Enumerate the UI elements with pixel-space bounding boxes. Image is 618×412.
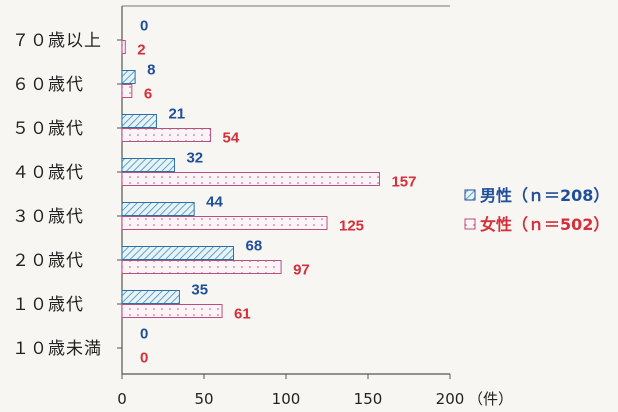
legend-swatch-female xyxy=(464,218,476,230)
category-label: ４０歳代 xyxy=(12,163,84,183)
data-label-male: 8 xyxy=(147,62,155,79)
legend-swatch-male xyxy=(464,189,476,201)
category-label: ５０歳代 xyxy=(12,119,84,139)
bar-female xyxy=(121,128,212,142)
x-tick-label: 200 xyxy=(436,390,465,408)
legend-label-male: 男性（ｎ＝208） xyxy=(480,186,609,205)
data-label-female: 6 xyxy=(144,86,152,103)
data-label-male: 68 xyxy=(246,238,263,255)
bar-male xyxy=(121,158,175,172)
data-label-female: 97 xyxy=(293,262,310,279)
data-label-male: 44 xyxy=(206,194,223,211)
x-tick-label: 50 xyxy=(194,390,213,408)
bar-male xyxy=(121,114,157,128)
x-unit-label: （件） xyxy=(468,390,513,408)
bar-female xyxy=(121,172,380,186)
bar-male xyxy=(121,202,195,216)
data-label-female: 157 xyxy=(391,174,416,191)
bar-layer xyxy=(121,40,380,318)
x-tick-label: 100 xyxy=(272,390,301,408)
bar-female xyxy=(121,216,328,230)
data-label-male: 21 xyxy=(168,106,185,123)
bar-female xyxy=(121,84,133,98)
bar-female xyxy=(121,40,126,54)
bar-male xyxy=(121,246,235,260)
category-label: １０歳代 xyxy=(12,295,84,315)
category-label: ２０歳代 xyxy=(12,251,84,271)
category-label: ３０歳代 xyxy=(12,207,84,227)
data-label-female: 54 xyxy=(223,130,240,147)
data-label-male: 32 xyxy=(186,150,203,167)
label-layer: ７０歳以上 0 2 ６０歳代 8 6 ５０歳代 21 54 ４０歳代 32 157 ３０歳代 44 125 ２… xyxy=(12,18,417,367)
bar-female xyxy=(121,304,223,318)
legend: 男性（ｎ＝208） 女性（ｎ＝502） xyxy=(464,186,609,234)
legend-label-female: 女性（ｎ＝502） xyxy=(480,215,609,234)
data-label-female: 125 xyxy=(339,218,364,235)
data-label-male: 35 xyxy=(191,282,208,299)
x-tick-label: 0 xyxy=(117,390,127,408)
data-label-male: 0 xyxy=(140,326,148,343)
bar-male xyxy=(121,290,180,304)
bar-male xyxy=(121,70,136,84)
x-tick-label: 150 xyxy=(354,390,383,408)
data-label-female: 61 xyxy=(234,306,251,323)
data-label-female: 0 xyxy=(140,350,148,367)
category-label: １０歳未満 xyxy=(12,339,102,359)
data-label-female: 2 xyxy=(137,42,145,59)
category-label: ７０歳以上 xyxy=(12,31,102,51)
bar-female xyxy=(121,260,282,274)
data-label-male: 0 xyxy=(140,18,148,35)
category-label: ６０歳代 xyxy=(12,75,84,95)
axis-layer: 0 50 100 150 200 （件） xyxy=(117,5,513,408)
